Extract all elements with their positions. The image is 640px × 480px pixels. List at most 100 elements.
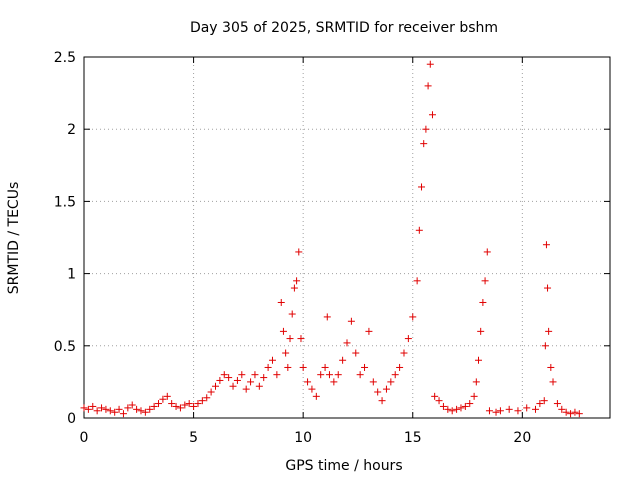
data-point [176,404,184,412]
data-point [461,402,469,410]
data-point [308,385,316,393]
chart-title: Day 305 of 2025, SRMTID for receiver bsh… [190,20,498,36]
data-point [89,402,97,410]
data-point [317,371,325,379]
data-point [229,382,237,390]
data-point [119,410,127,418]
data-point [216,376,224,384]
data-point [483,248,491,256]
grid-layer [84,57,610,418]
data-point [391,371,399,379]
data-point [523,404,531,412]
data-point [137,407,145,415]
data-point [163,392,171,400]
data-point [93,407,101,415]
data-point [277,298,285,306]
data-point [485,407,493,415]
data-point [541,342,549,350]
plot-frame [83,56,611,419]
data-point [422,125,430,133]
data-point [477,327,485,335]
ticks-layer: 0 5 10 15 20 0 0.5 1 1.5 2 2.5 [54,50,610,446]
data-point [264,363,272,371]
data-point [299,363,307,371]
data-points [80,60,583,418]
data-point [190,402,198,410]
x-tick-label: 15 [404,430,422,446]
data-point [297,335,305,343]
data-point [128,401,136,409]
data-point [260,374,268,382]
data-point [415,226,423,234]
x-tick-label: 5 [189,430,198,446]
data-point [150,402,158,410]
data-point [284,363,292,371]
data-point [540,397,548,405]
data-point [203,394,211,402]
data-point [365,327,373,335]
y-tick-label: 0 [67,411,76,427]
data-point [115,405,123,413]
x-tick-label: 0 [80,430,89,446]
data-point [295,248,303,256]
data-point [102,405,110,413]
data-point [288,310,296,318]
data-point [475,356,482,364]
data-point [409,313,417,321]
data-point [146,405,154,413]
y-tick-label: 0.5 [54,339,76,355]
data-point [553,400,561,408]
data-point [312,392,320,400]
data-point [562,408,570,416]
data-point [207,388,215,396]
data-point [542,241,550,249]
data-point [247,378,255,386]
data-point [549,378,557,386]
x-tick-label: 20 [513,430,531,446]
data-point [378,397,386,405]
data-point [133,405,141,413]
data-point [413,277,421,285]
data-point [387,378,395,386]
data-point [268,356,276,364]
data-point [273,371,281,379]
data-point [106,407,114,415]
data-point [225,374,233,382]
data-point [233,376,241,384]
data-point [479,298,487,306]
data-point [496,407,504,415]
data-point [185,400,193,408]
data-point [466,400,474,408]
data-point [545,327,553,335]
data-point [80,404,88,412]
x-tick-label: 10 [294,430,312,446]
data-point [242,385,250,393]
data-point [168,400,176,408]
data-point [431,392,439,400]
data-point [575,410,583,418]
data-point [492,408,500,416]
data-point [453,405,461,413]
data-point [251,371,259,379]
x-axis-label: GPS time / hours [285,458,402,474]
data-point [382,385,390,393]
data-point [212,382,219,390]
data-point [400,349,408,357]
data-point [424,82,432,90]
data-point [84,405,92,413]
data-point [325,371,333,379]
data-point [396,363,404,371]
data-point [347,317,355,325]
data-point [141,408,149,416]
data-point [155,400,163,408]
axes-layer [83,56,611,419]
data-point [457,404,465,412]
data-point [293,277,301,285]
data-point [321,363,329,371]
data-point [330,378,338,386]
data-point [181,401,189,409]
data-point [124,404,132,412]
data-point [286,335,294,343]
data-point [558,405,566,413]
